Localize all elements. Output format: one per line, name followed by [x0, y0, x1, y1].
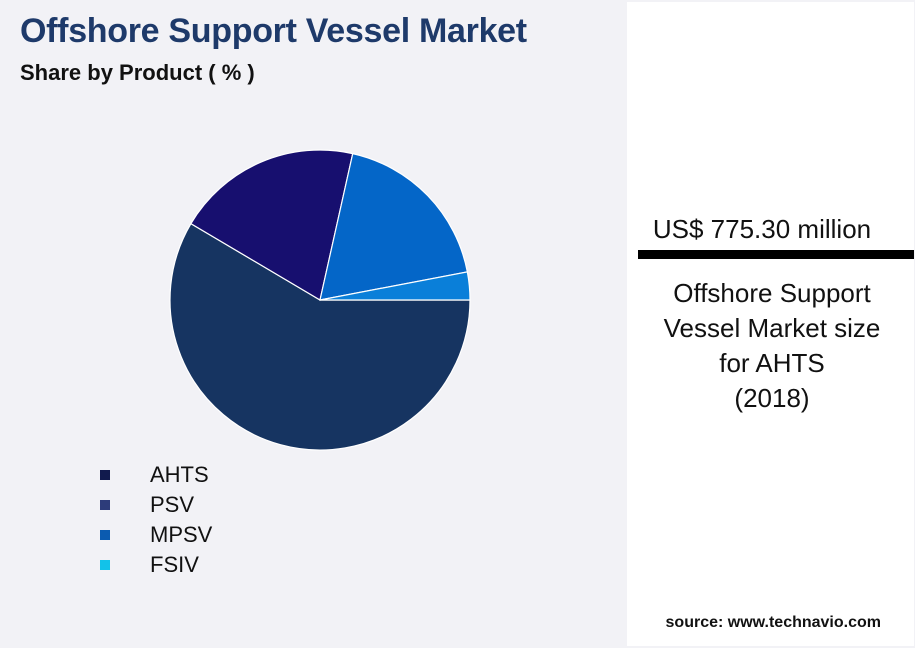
pie-slice-fsiv — [319, 271, 471, 301]
source-note: source: www.technavio.com — [665, 614, 881, 631]
legend-label-mpsv: MPSV — [150, 522, 213, 547]
market-size-description: Offshore Support Vessel Market size for … — [637, 276, 907, 416]
chart-subtitle: Share by Product ( % ) — [20, 60, 255, 85]
legend-label-ahts: AHTS — [150, 462, 209, 487]
description-line: Offshore Support — [673, 278, 871, 308]
market-size-value: US$ 775.30 million — [652, 214, 872, 244]
pie-chart — [169, 149, 471, 451]
pie-slice-mpsv — [319, 152, 469, 301]
description-line: (2018) — [734, 383, 810, 413]
legend-label-psv: PSV — [150, 492, 195, 517]
legend-item: AHTS — [100, 462, 300, 492]
legend-swatch-ahts — [100, 470, 110, 480]
legend-swatch-psv — [100, 500, 110, 510]
legend-swatch-mpsv — [100, 530, 110, 540]
bottom-strip — [0, 580, 627, 648]
pie-slice-psv — [190, 149, 354, 301]
divider — [638, 250, 914, 259]
description-line: for AHTS — [719, 348, 825, 378]
pie-slice-ahts — [169, 222, 471, 451]
description-line: Vessel Market size — [663, 313, 881, 343]
legend-item: PSV — [100, 492, 300, 522]
legend-swatch-fsiv — [100, 560, 110, 570]
legend: AHTS PSV MPSV FSIV — [100, 462, 300, 582]
legend-item: MPSV — [100, 522, 300, 552]
chart-title: Offshore Support Vessel Market — [20, 12, 527, 50]
legend-item: FSIV — [100, 552, 300, 582]
highlight-panel: US$ 775.30 million Offshore Support Vess… — [627, 2, 914, 646]
legend-label-fsiv: FSIV — [150, 552, 199, 577]
